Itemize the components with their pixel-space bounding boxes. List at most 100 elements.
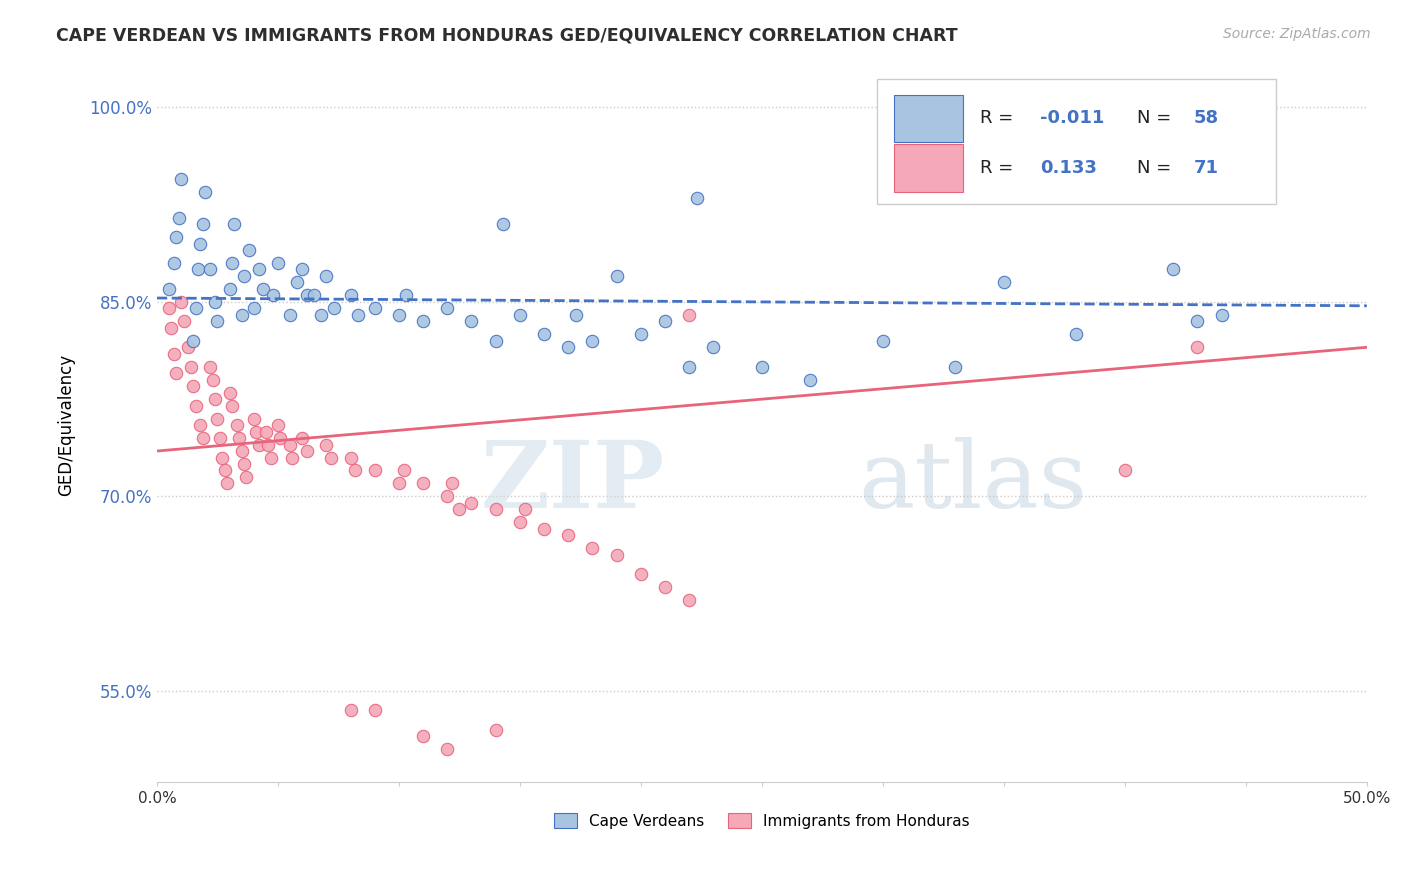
Point [211, 450, 233, 465]
Point [412, 729, 434, 743]
Text: N =: N = [1137, 110, 1177, 128]
Point [165, 366, 187, 380]
Point [606, 268, 628, 283]
Point [339, 450, 361, 465]
Point [533, 522, 555, 536]
Point [267, 418, 290, 433]
Point [221, 399, 243, 413]
Point [364, 301, 387, 316]
Point [581, 334, 603, 348]
Point [160, 321, 183, 335]
Point [485, 334, 508, 348]
Point [191, 217, 214, 231]
Point [278, 308, 301, 322]
Point [295, 288, 318, 302]
FancyBboxPatch shape [894, 95, 963, 143]
Text: ZIP: ZIP [481, 437, 665, 527]
Point [436, 490, 458, 504]
Point [533, 327, 555, 342]
Point [184, 301, 207, 316]
Point [194, 185, 217, 199]
Point [436, 301, 458, 316]
Point [654, 314, 676, 328]
Point [460, 496, 482, 510]
Point [513, 502, 536, 516]
Point [281, 450, 304, 465]
Point [302, 288, 325, 302]
Point [678, 359, 700, 374]
Text: R =: R = [980, 110, 1019, 128]
Point [233, 268, 256, 283]
Point [364, 463, 387, 477]
Point [606, 548, 628, 562]
FancyBboxPatch shape [877, 79, 1277, 204]
Point [485, 723, 508, 737]
Point [269, 431, 291, 445]
Point [252, 282, 274, 296]
Point [685, 191, 707, 205]
Point [208, 431, 231, 445]
Point [180, 359, 202, 374]
Text: -0.011: -0.011 [1040, 110, 1105, 128]
Point [260, 450, 283, 465]
Point [214, 463, 236, 477]
Point [207, 411, 229, 425]
Point [751, 359, 773, 374]
Point [228, 431, 250, 445]
Point [247, 262, 270, 277]
Text: CAPE VERDEAN VS IMMIGRANTS FROM HONDURAS GED/EQUIVALENCY CORRELATION CHART: CAPE VERDEAN VS IMMIGRANTS FROM HONDURAS… [56, 27, 957, 45]
Point [157, 282, 180, 296]
Text: R =: R = [980, 160, 1019, 178]
Point [218, 282, 240, 296]
Point [564, 308, 586, 322]
Text: 71: 71 [1194, 160, 1219, 178]
Y-axis label: GED/Equivalency: GED/Equivalency [58, 354, 75, 496]
Point [201, 373, 224, 387]
Point [173, 314, 195, 328]
Point [412, 314, 434, 328]
Point [190, 418, 212, 433]
Point [388, 308, 411, 322]
Point [204, 294, 226, 309]
Point [945, 359, 967, 374]
Point [242, 411, 264, 425]
Point [207, 314, 229, 328]
Point [993, 276, 1015, 290]
Point [187, 262, 209, 277]
Point [163, 256, 186, 270]
Text: N =: N = [1137, 160, 1177, 178]
Point [184, 399, 207, 413]
Point [509, 516, 531, 530]
Point [204, 392, 226, 406]
Point [217, 476, 239, 491]
Point [267, 256, 290, 270]
Point [315, 437, 337, 451]
Point [581, 541, 603, 556]
Point [221, 256, 243, 270]
Point [654, 580, 676, 594]
Point [1161, 262, 1184, 277]
Point [231, 308, 253, 322]
Point [1114, 463, 1136, 477]
Point [485, 502, 508, 516]
Point [167, 211, 190, 225]
Point [177, 340, 200, 354]
Point [235, 470, 257, 484]
Point [346, 308, 368, 322]
Point [165, 230, 187, 244]
Point [1187, 340, 1209, 354]
Point [291, 262, 314, 277]
Point [395, 288, 418, 302]
Point [315, 268, 337, 283]
Point [630, 327, 652, 342]
Point [181, 334, 204, 348]
Point [388, 476, 411, 491]
Point [412, 476, 434, 491]
Point [233, 457, 256, 471]
FancyBboxPatch shape [894, 145, 963, 193]
Point [291, 431, 314, 445]
Point [702, 340, 724, 354]
Point [218, 385, 240, 400]
Point [190, 236, 212, 251]
Point [181, 379, 204, 393]
